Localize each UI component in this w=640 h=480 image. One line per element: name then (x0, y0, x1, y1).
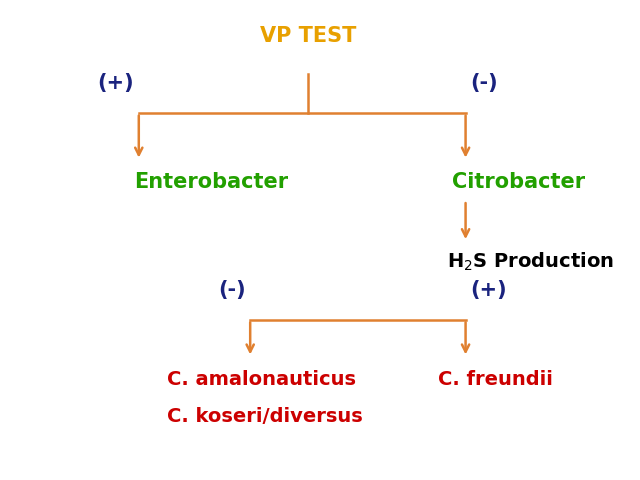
Text: Citrobacter: Citrobacter (452, 172, 585, 192)
Text: C. koseri/diversus: C. koseri/diversus (166, 408, 362, 426)
Text: (-): (-) (470, 73, 498, 93)
Text: Enterobacter: Enterobacter (134, 172, 288, 192)
Text: VP TEST: VP TEST (260, 26, 356, 46)
Text: H$_2$S Production: H$_2$S Production (447, 251, 614, 273)
Text: (-): (-) (218, 280, 246, 300)
Text: C. freundii: C. freundii (438, 370, 552, 389)
Text: (+): (+) (470, 280, 507, 300)
Text: (+): (+) (97, 73, 134, 93)
Text: C. amalonauticus: C. amalonauticus (166, 370, 356, 389)
